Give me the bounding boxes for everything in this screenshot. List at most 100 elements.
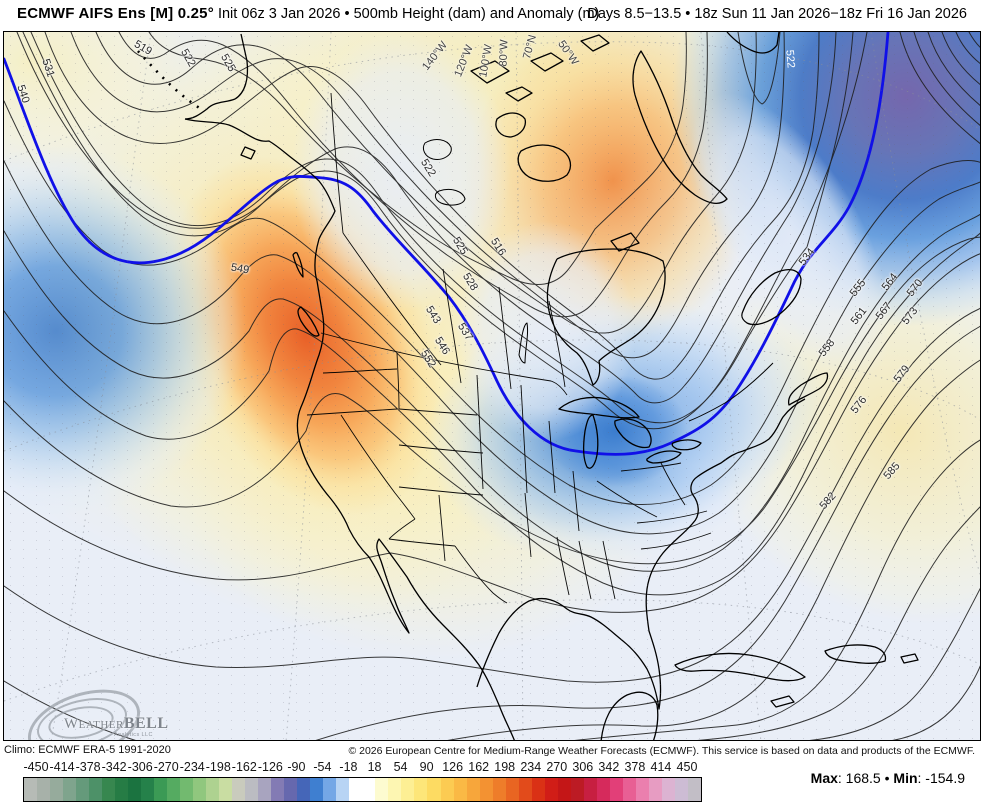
colorbar-cell <box>24 778 38 801</box>
logo-wordmark: WeatherBELL <box>64 715 169 733</box>
colorbar-tick-label: 450 <box>676 760 698 774</box>
map-shape <box>913 32 980 126</box>
map-shape <box>572 470 580 532</box>
colorbar-cell <box>401 778 415 801</box>
map-shape <box>50 32 152 740</box>
graticule-label: 120°W <box>452 43 476 79</box>
map-shape <box>422 139 452 160</box>
colorbar-cell <box>63 778 77 801</box>
map-shape <box>580 34 610 52</box>
graticule-label: 100°W <box>477 43 495 79</box>
graticule-label: 70°N <box>521 33 539 61</box>
colorbar-tick-label: -270 <box>153 760 179 774</box>
colorbar-tick-label: 234 <box>520 760 542 774</box>
colorbar-tick-label: 306 <box>572 760 594 774</box>
map-shape <box>4 236 980 565</box>
map-graphics <box>4 32 980 740</box>
colorbar-cell <box>661 778 675 801</box>
map-shape <box>388 538 456 547</box>
border-layer <box>306 92 712 604</box>
map-shape <box>741 268 802 326</box>
colorbar-tick-label: 162 <box>468 760 490 774</box>
colorbar-tick-label: 270 <box>546 760 568 774</box>
colorbar-cell <box>518 778 532 801</box>
colorbar-cell <box>37 778 51 801</box>
map-shape <box>530 52 564 72</box>
map-shape <box>4 100 980 505</box>
map-shape <box>787 372 829 406</box>
colorbar-tick-label: -306 <box>127 760 153 774</box>
colorbar-cell <box>128 778 142 801</box>
graticule-label: 80°W <box>497 39 511 67</box>
map-shape <box>4 339 980 452</box>
colorbar-cell <box>505 778 519 801</box>
map-shape <box>30 32 854 424</box>
map-shape <box>118 32 708 318</box>
map-shape <box>320 332 568 396</box>
map-shape <box>184 118 515 740</box>
map-shape <box>574 439 980 740</box>
colorbar-cell <box>141 778 155 801</box>
model-name: ECMWF AIFS Ens [M] 0.25° <box>17 5 214 22</box>
map-shape <box>548 420 556 494</box>
colorbar-cell <box>89 778 103 801</box>
colorbar-cell <box>440 778 454 801</box>
colorbar-cell <box>193 778 207 801</box>
logo-subtitle: Analytics LLC <box>114 732 153 738</box>
min-value: -154.9 <box>925 770 965 786</box>
colorbar-cell <box>115 778 129 801</box>
colorbar <box>23 777 702 802</box>
map-shape <box>660 462 686 506</box>
colorbar-cell <box>557 778 571 801</box>
colorbar-cell <box>492 778 506 801</box>
valid-time-range: Days 8.5−13.5 • 18z Sun 11 Jan 2026−18z … <box>587 6 967 22</box>
max-min-readout: Max: 168.5 • Min: -154.9 <box>810 770 965 786</box>
map-shape <box>674 652 806 682</box>
colorbar-tick-label: 414 <box>650 760 672 774</box>
map-shape <box>240 146 256 160</box>
colorbar-cell <box>323 778 337 801</box>
logo-brand-suffix: BELL <box>123 715 169 732</box>
colorbar-cell <box>609 778 623 801</box>
colorbar-cell <box>388 778 402 801</box>
map-shape <box>941 32 980 85</box>
map-shape <box>518 322 529 364</box>
map-shape <box>596 480 658 518</box>
colorbar-tick-label: 18 <box>367 760 382 774</box>
map-shape <box>148 32 687 286</box>
colorbar-tick-label: -162 <box>231 760 257 774</box>
map-shape <box>70 32 785 359</box>
map-shape <box>614 418 652 449</box>
stipple-texture <box>4 32 980 740</box>
map-shape <box>22 32 837 404</box>
map-shape <box>291 32 511 311</box>
colorbar-tick-label: -414 <box>49 760 75 774</box>
colorbar-tick-label: 342 <box>598 760 620 774</box>
colorbar-cell <box>154 778 168 801</box>
map-shape <box>610 232 640 252</box>
graticule-label: 140°W <box>420 39 450 73</box>
logo-brand-prefix: Weather <box>64 716 124 732</box>
colorbar-cell <box>674 778 688 801</box>
colorbar-cell <box>271 778 285 801</box>
colorbar-cell <box>258 778 272 801</box>
map-shape <box>968 32 980 48</box>
map-shape <box>556 536 570 596</box>
graticule-label: 50°W <box>555 38 581 68</box>
map-shape <box>470 60 510 84</box>
colorbar-cell <box>531 778 545 801</box>
separator-dot: • <box>884 770 890 786</box>
colorbar-tick-label: -18 <box>339 760 358 774</box>
contour-line-layer <box>4 32 980 740</box>
colorbar-cell <box>232 778 246 801</box>
map-shape <box>927 32 980 106</box>
colorbar-cell <box>570 778 584 801</box>
map-shape <box>95 32 757 334</box>
colorbar-tick-label: -234 <box>179 760 205 774</box>
map-shape <box>44 32 820 380</box>
map-shape <box>476 374 484 490</box>
map-shape <box>434 188 466 206</box>
map-shape <box>900 653 919 664</box>
map-shape <box>454 545 508 604</box>
map-shape <box>548 300 566 388</box>
